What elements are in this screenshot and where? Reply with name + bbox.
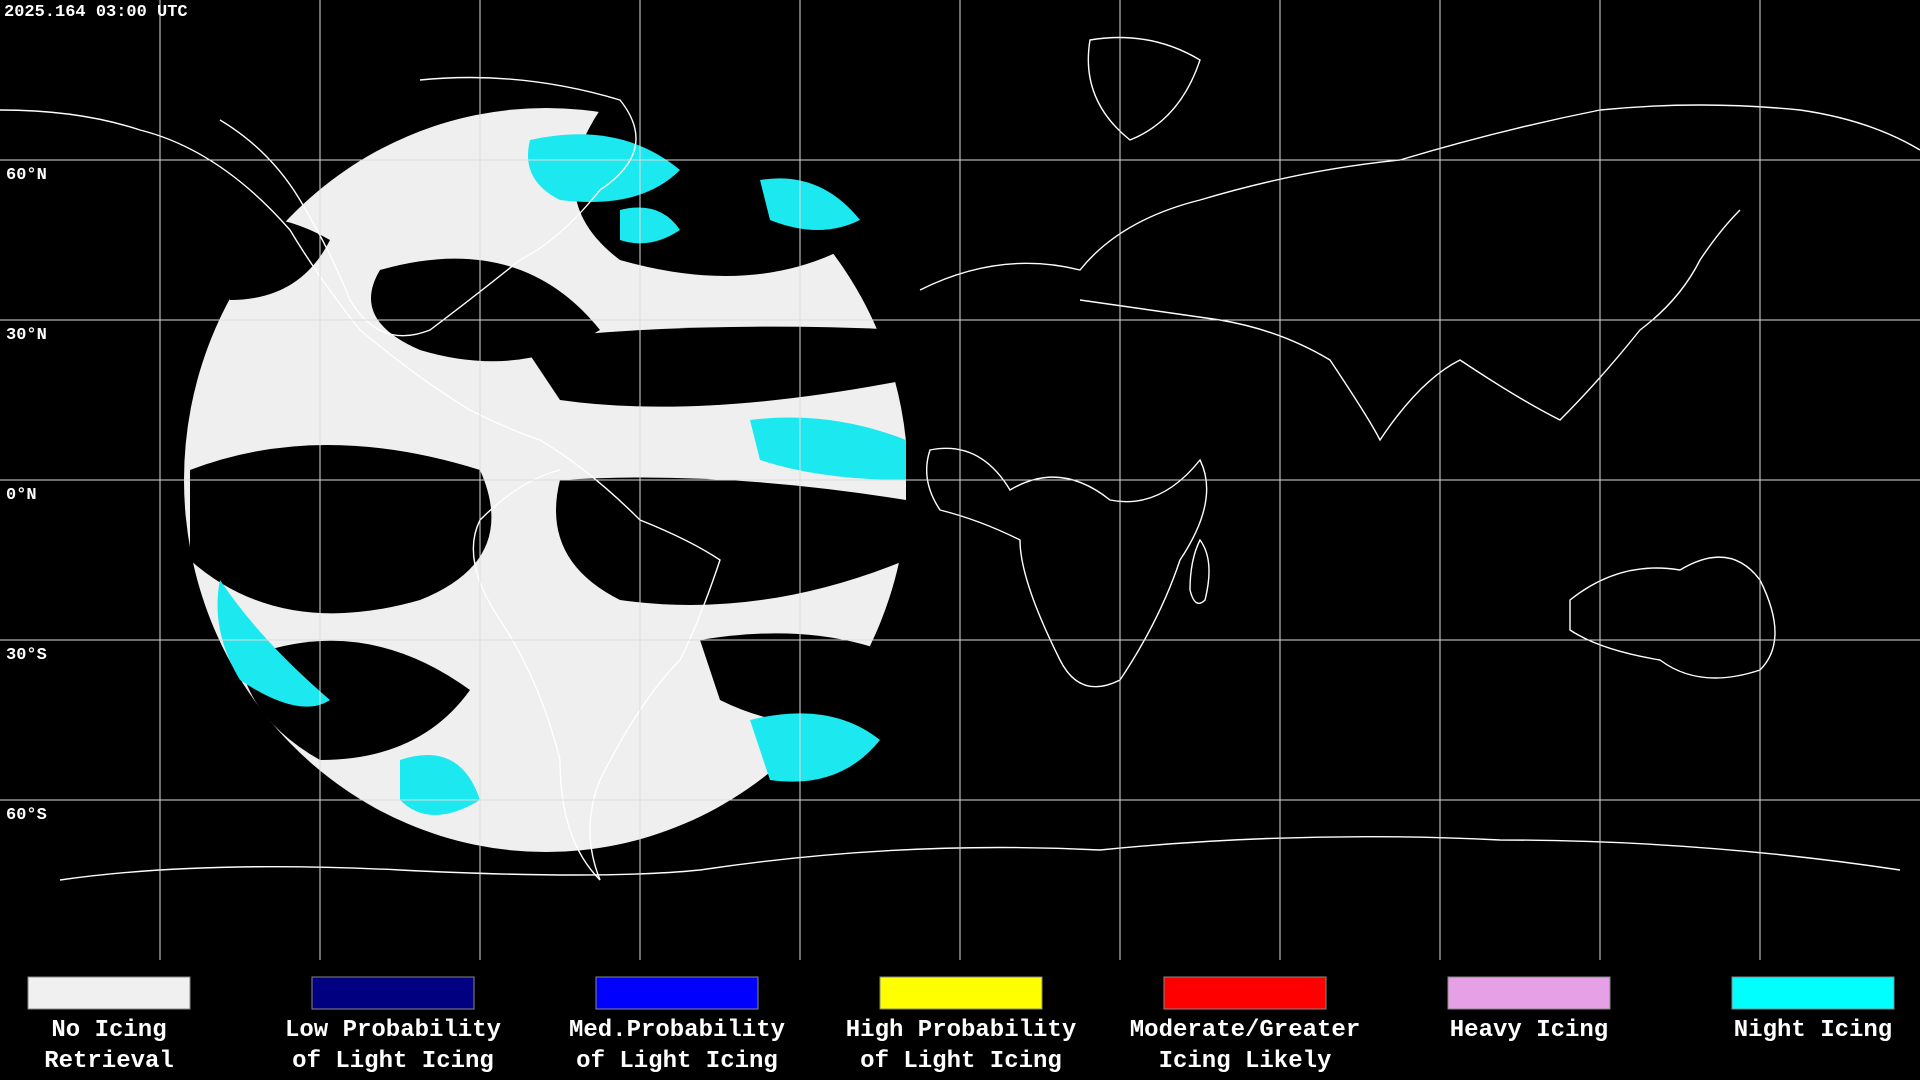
legend-swatch [879, 976, 1043, 1010]
legend-label: of Light Icing [576, 1048, 778, 1075]
graticule [0, 0, 1920, 960]
legend-label: Low Probability [285, 1017, 501, 1044]
legend-label: of Light Icing [860, 1048, 1062, 1075]
legend-swatch [1731, 976, 1895, 1010]
legend-label: Med.Probability [569, 1017, 785, 1044]
legend-label: Moderate/Greater [1130, 1017, 1360, 1044]
legend-swatch [27, 976, 191, 1010]
legend-label: Icing Likely [1159, 1048, 1332, 1075]
legend-label: Retrieval [44, 1048, 174, 1075]
legend-label: of Light Icing [292, 1048, 494, 1075]
legend-swatch [1163, 976, 1327, 1010]
legend-label: Heavy Icing [1450, 1017, 1608, 1044]
latitude-label: 60°S [6, 806, 47, 825]
legend-label: High Probability [846, 1017, 1076, 1044]
legend: No Icing Retrieval Low Probability of Light… [27, 976, 1895, 1075]
legend-swatch [311, 976, 475, 1010]
legend-swatch [595, 976, 759, 1010]
coastlines [0, 36, 1920, 881]
latitude-label: 0°N [6, 486, 37, 505]
timestamp: 2025.164 03:00 UTC [4, 3, 188, 22]
legend-label: No Icing [51, 1017, 166, 1044]
legend-swatch [1447, 976, 1611, 1010]
latitude-label: 30°S [6, 646, 47, 665]
legend-label: Night Icing [1734, 1017, 1892, 1044]
latitude-labels: 60°N 30°N 0°N 30°S 60°S [6, 166, 47, 825]
latitude-label: 60°N [6, 166, 47, 185]
latitude-label: 30°N [6, 326, 47, 345]
